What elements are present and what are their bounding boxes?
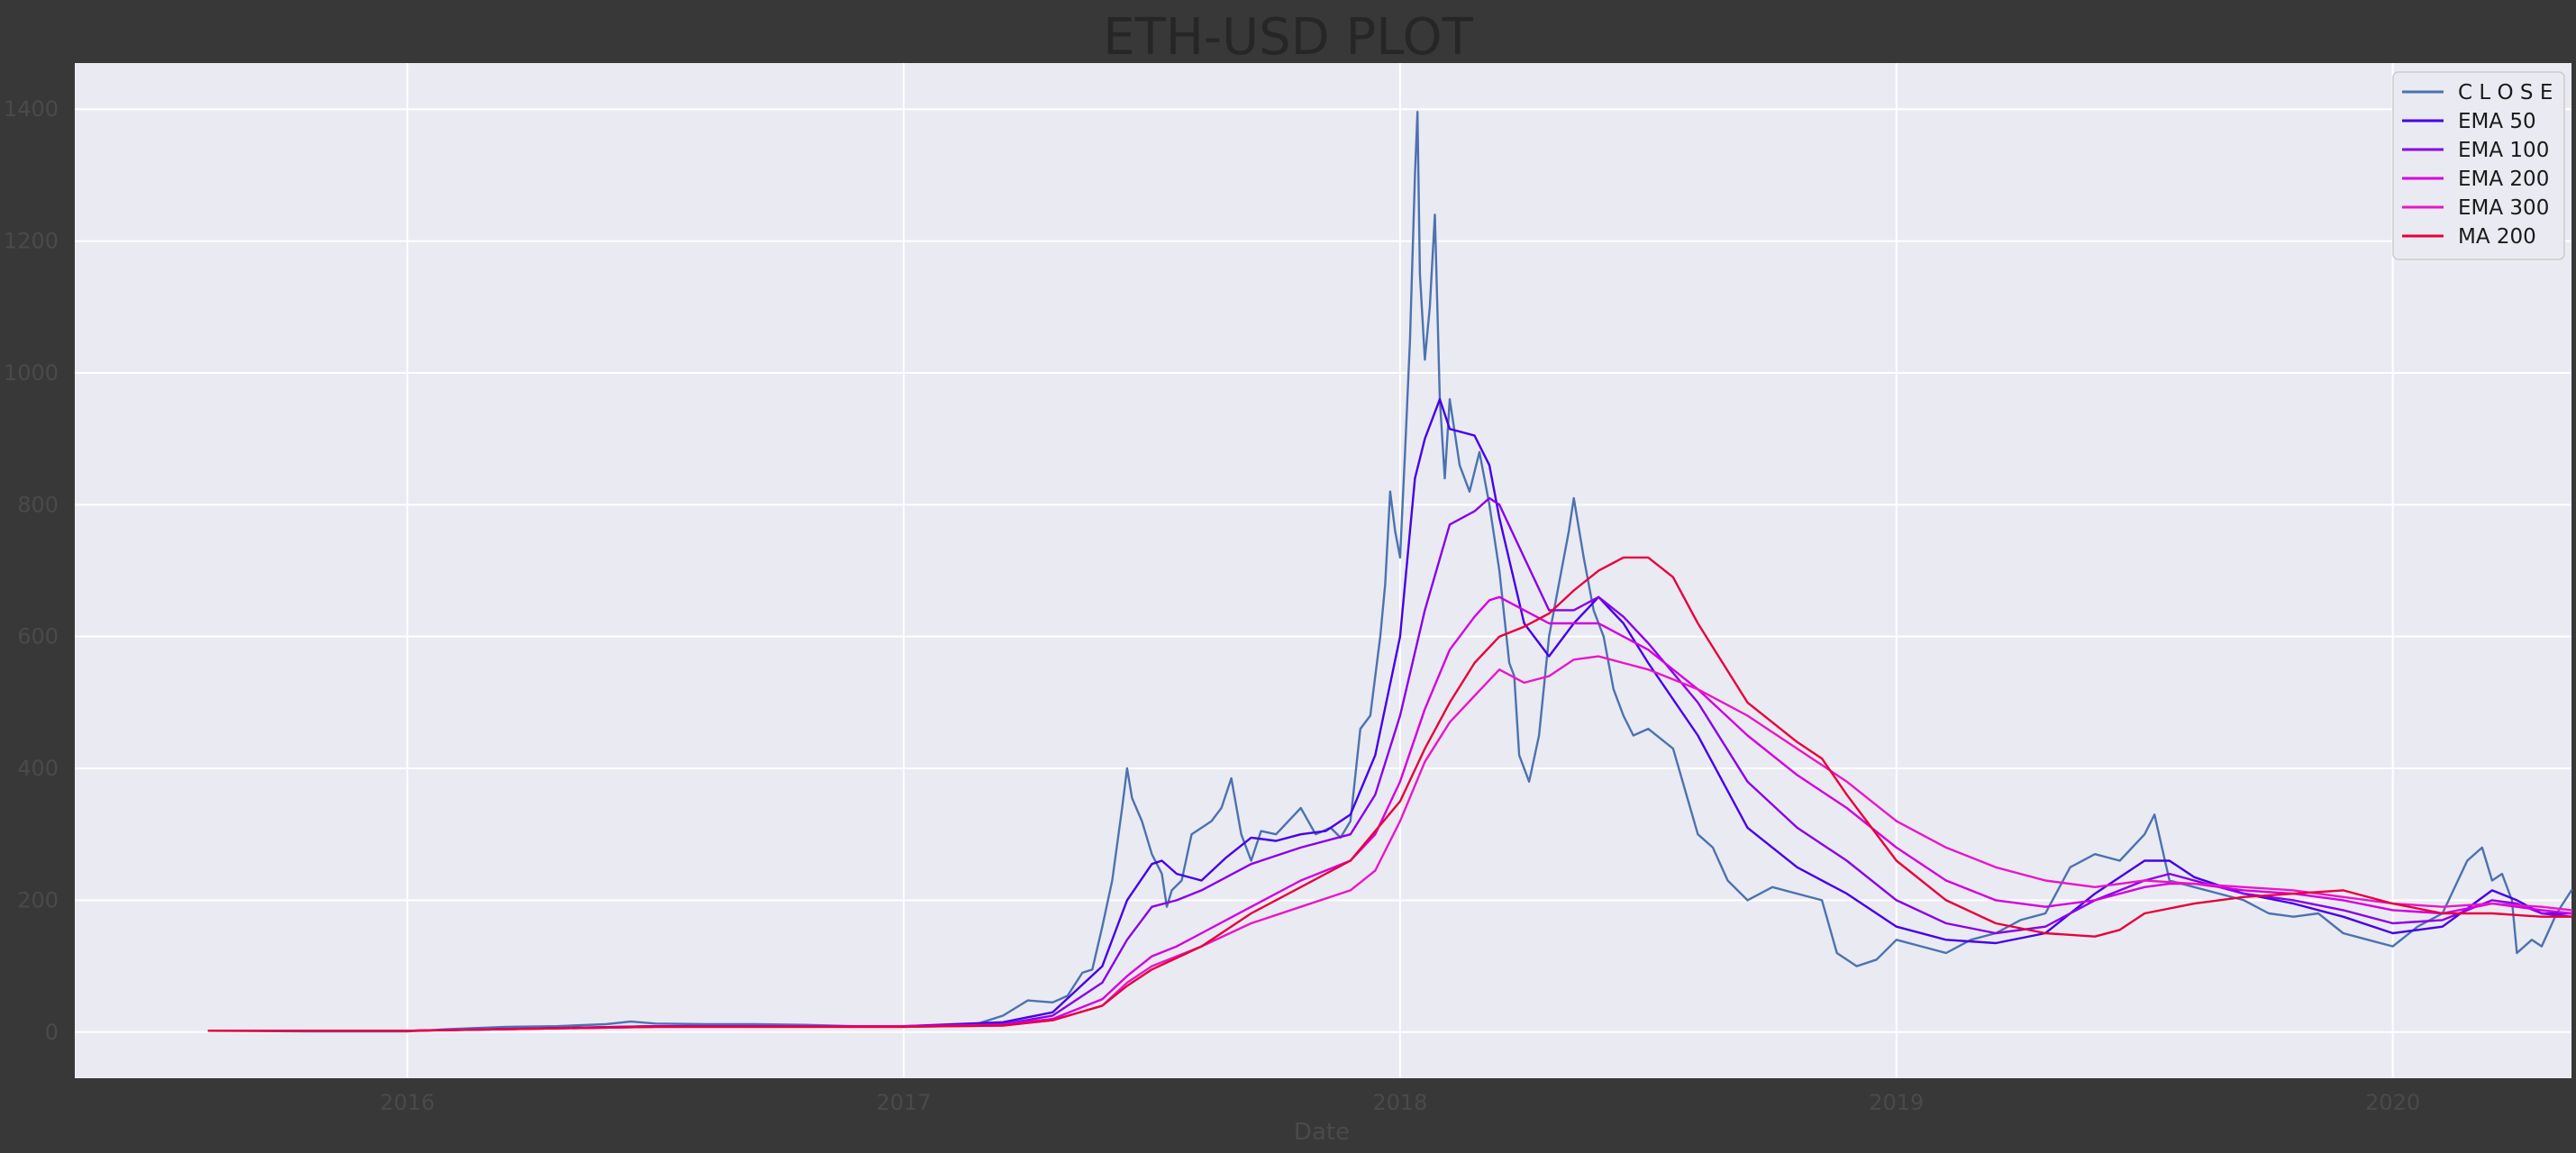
x-tick-label: 2017 xyxy=(876,1090,931,1115)
x-tick-label: 2018 xyxy=(1372,1090,1427,1115)
legend-box xyxy=(2392,71,2565,260)
legend-label: EMA 200 xyxy=(2458,168,2549,191)
series-line-ema50 xyxy=(207,398,2573,1032)
y-tick-label: 1200 xyxy=(4,229,59,254)
legend-label: EMA 50 xyxy=(2458,110,2536,133)
legend-label: EMA 300 xyxy=(2458,196,2549,220)
series-line-ema300 xyxy=(207,655,2573,1032)
legend-label: C L O S E xyxy=(2458,81,2553,104)
y-tick-label: 1400 xyxy=(4,96,59,122)
x-tick-label: 2020 xyxy=(2365,1090,2420,1115)
x-tick-label: 2019 xyxy=(1869,1090,1924,1115)
chart-title: ETH-USD PLOT xyxy=(1103,8,1473,67)
series-line-ma200 xyxy=(207,556,2573,1032)
y-tick-label: 0 xyxy=(45,1020,59,1045)
legend-label: MA 200 xyxy=(2458,225,2536,249)
y-tick-label: 1000 xyxy=(4,360,59,386)
legend: C L O S E EMA 50 EMA 100 EMA 200 EMA 300 MA 2… xyxy=(2392,71,2565,260)
y-tick-label: 200 xyxy=(17,887,59,912)
x-tick-label: 2016 xyxy=(380,1090,435,1115)
series-line-ema200 xyxy=(207,595,2573,1032)
plot-area-background xyxy=(75,63,2571,1078)
tick-labels: 0 200 400 600 800 1000 1200 1400 2016 2017 2018 201… xyxy=(4,96,2420,1115)
y-tick-label: 600 xyxy=(17,624,59,649)
y-tick-label: 800 xyxy=(17,492,59,517)
y-tick-label: 400 xyxy=(17,756,59,781)
series-line-ema100 xyxy=(207,496,2573,1032)
x-axis-label: Date xyxy=(1294,1119,1350,1146)
legend-label: EMA 100 xyxy=(2458,139,2549,162)
series-line-close xyxy=(207,111,2573,1033)
series-layer xyxy=(207,111,2573,1033)
